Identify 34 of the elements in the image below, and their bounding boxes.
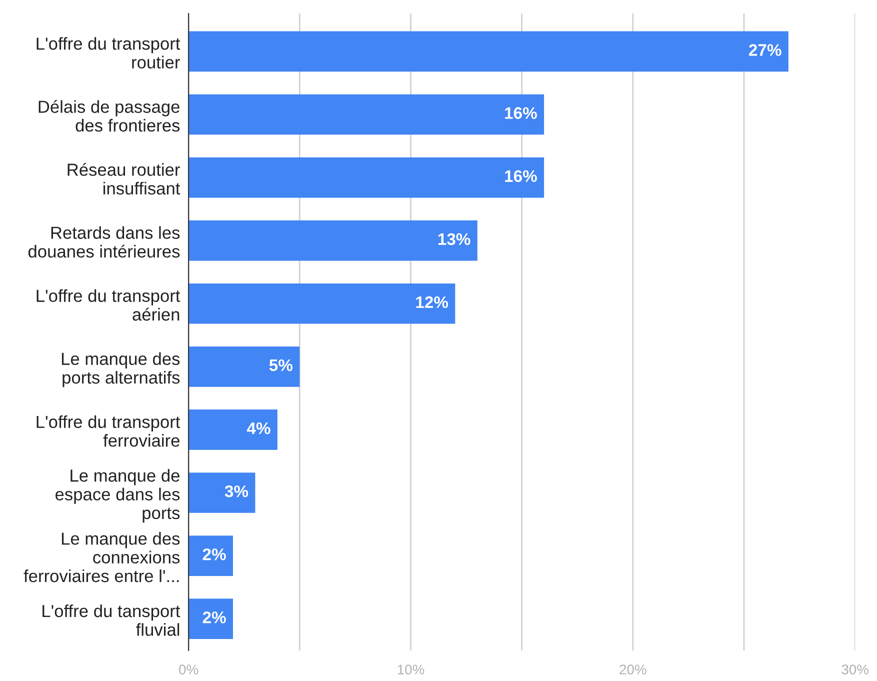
data-label: 3% (224, 485, 248, 498)
y-tick-label: L'offre du transport ferroviaire (36, 415, 180, 447)
x-tick-label: 30% (842, 664, 868, 674)
x-tick-label: 0% (179, 664, 198, 674)
bar (188, 220, 478, 261)
y-tick-label: Le manque de espace dans les ports (56, 469, 180, 523)
data-label: 2% (202, 612, 226, 624)
bar (188, 536, 233, 576)
x-tick-label: 10% (398, 664, 424, 674)
data-label: 5% (269, 359, 293, 372)
y-tick-label: L'offre du transport aérien (36, 289, 180, 321)
data-label: 4% (246, 422, 270, 434)
bar (188, 31, 788, 72)
data-label: 12% (416, 296, 448, 308)
y-tick-label: L'offre du transport routier (36, 37, 180, 69)
y-tick-label: Le manque des ports alternatifs (62, 352, 180, 388)
y-tick-label: Retards dans les douanes intérieures (28, 226, 180, 258)
data-label: 16% (505, 107, 537, 119)
y-tick-label: Réseau routier insuffisant (68, 162, 180, 195)
bar (188, 346, 300, 387)
bar (188, 94, 544, 135)
bar (188, 157, 544, 198)
bar (188, 410, 278, 450)
data-label: 16% (505, 170, 537, 182)
data-label: 27% (748, 44, 782, 56)
data-label: 2% (202, 548, 226, 560)
y-tick-label: L'offre du tansport fluvial (42, 604, 180, 636)
bar (188, 598, 233, 640)
bar (188, 283, 456, 324)
x-tick-label: 20% (620, 664, 646, 674)
y-tick-label: Le manque des connexions ferroviaires entre l'... (24, 532, 180, 582)
y-tick-label: Délais de passage des frontieres (38, 100, 180, 132)
bar (188, 472, 256, 513)
data-label: 13% (438, 233, 470, 246)
